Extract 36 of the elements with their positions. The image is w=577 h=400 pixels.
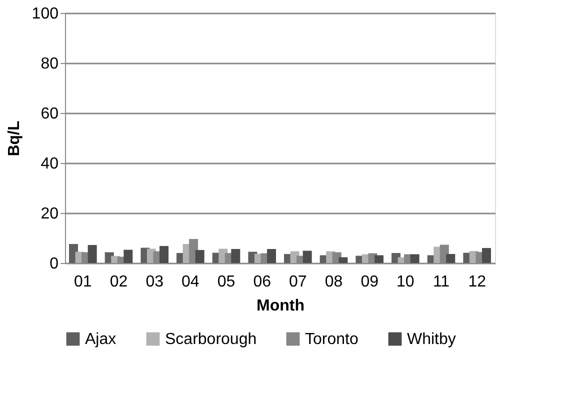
- bar: [302, 250, 312, 263]
- y-tick-label: 80: [40, 56, 59, 72]
- x-axis-title: Month: [256, 298, 304, 314]
- legend-label: Toronto: [305, 331, 358, 348]
- bar: [482, 248, 491, 263]
- x-tick-label: 12: [468, 274, 486, 290]
- y-tick-label: 20: [40, 206, 59, 222]
- bar: [231, 249, 240, 263]
- legend-label: Whitby: [407, 331, 456, 348]
- x-tick-label: 11: [432, 274, 450, 290]
- x-tick-label: 07: [289, 274, 307, 290]
- y-tick-label: 60: [40, 106, 59, 122]
- x-tick-label: 10: [396, 274, 414, 290]
- bar: [338, 257, 348, 263]
- x-tick-label: 08: [324, 274, 343, 290]
- bar: [159, 246, 168, 263]
- legend-label: Ajax: [85, 331, 116, 348]
- x-tick-label: 01: [74, 274, 92, 290]
- y-tick-label: 100: [32, 6, 59, 22]
- x-tick-label: 03: [146, 274, 164, 290]
- bar: [374, 255, 384, 263]
- bar: [266, 249, 276, 263]
- bar: [195, 250, 204, 263]
- y-axis-title: Bq/L: [6, 120, 23, 156]
- y-tick-label: 40: [40, 156, 59, 172]
- bar: [124, 250, 133, 263]
- x-tick-label: 06: [253, 274, 272, 290]
- legend-label: Scarborough: [165, 331, 257, 348]
- bar: [410, 254, 420, 263]
- x-tick-label: 09: [360, 274, 379, 290]
- y-tick-label: 0: [50, 256, 59, 272]
- x-tick-label: 05: [217, 274, 236, 290]
- x-tick-label: 02: [110, 274, 128, 290]
- bar: [446, 254, 456, 263]
- x-tick-label: 04: [182, 274, 200, 290]
- bar: [88, 245, 97, 263]
